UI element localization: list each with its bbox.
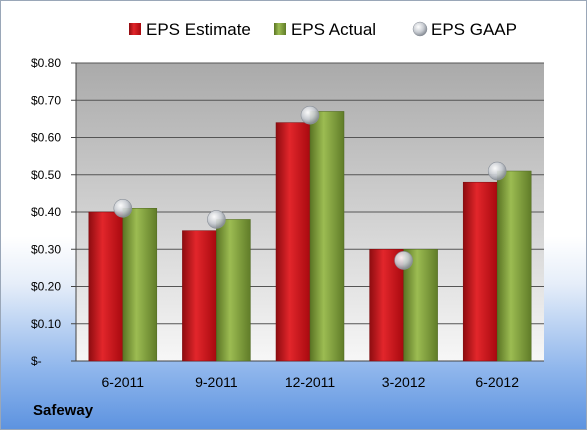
x-tick-label: 12-2011 [285,374,336,390]
marker-eps-gaap [207,210,226,229]
legend-eps-estimate-label: EPS Estimate [146,20,251,39]
bar-eps-actual [216,219,251,362]
bar-eps-estimate [88,211,124,362]
y-tick-label: $0.70 [31,93,61,107]
bar-eps-estimate [369,249,404,362]
y-tick-label: $0.30 [31,242,61,256]
bar-eps-actual [309,111,345,362]
x-tick-label: 9-2011 [195,374,238,390]
bar-eps-estimate [275,122,311,362]
bar-eps-estimate [182,230,217,362]
marker-eps-gaap [113,198,133,218]
marker-eps-gaap [487,161,507,181]
bar-eps-estimate [462,181,498,362]
y-tick-label: $0.10 [31,317,61,331]
y-tick-label: $0.20 [31,280,61,294]
x-tick-label: 6-2012 [475,374,519,390]
y-tick-label: $0.80 [31,56,61,70]
y-tick-label: $0.40 [31,205,61,219]
company-name: Safeway [33,402,94,419]
bar-eps-actual [496,170,532,362]
x-tick-label: 3-2012 [382,374,426,390]
legend-eps-actual-swatch [274,23,286,35]
y-tick-label: $0.60 [31,131,61,145]
marker-eps-gaap [300,105,320,125]
y-tick-label: $- [31,354,42,368]
bar-eps-actual [403,249,438,362]
bar-eps-actual [122,208,158,362]
legend-eps-gaap-swatch [412,21,428,37]
legend-eps-actual-label: EPS Actual [291,20,376,39]
legend-eps-estimate-swatch [129,23,141,35]
x-tick-label: 6-2011 [102,374,145,390]
y-tick-label: $0.50 [31,168,61,182]
legend-eps-gaap-label: EPS GAAP [431,20,517,39]
marker-eps-gaap [394,251,413,270]
